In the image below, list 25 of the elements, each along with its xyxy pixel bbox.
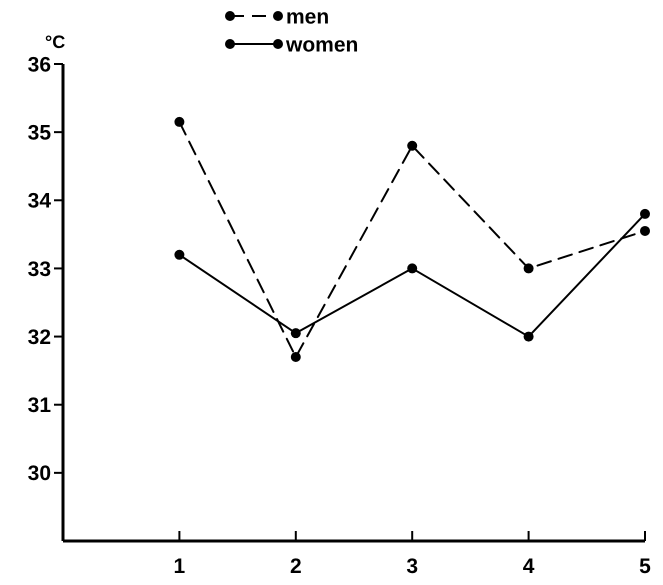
point [524,263,534,274]
point [290,328,301,338]
point [290,352,301,362]
point [174,116,184,127]
y-tick-label: 32 [28,326,51,349]
legend-label: men [286,5,330,28]
point [640,226,650,236]
y-tick-label: 35 [28,121,52,144]
y-axis-title: °C [45,32,66,52]
y-tick-label: 33 [28,258,51,281]
point [174,250,184,260]
x-tick-label: 4 [522,555,535,578]
point [524,332,534,342]
y-tick-label: 36 [28,53,51,76]
point [407,140,418,151]
x-tick-label: 5 [639,555,652,578]
legend-label: women [285,33,358,56]
point [640,208,650,219]
x-tick-label: 1 [174,555,186,578]
x-tick-label: 3 [406,555,418,578]
point [407,263,418,274]
y-tick-label: 31 [28,394,52,418]
y-tick-label: 30 [28,462,51,486]
x-tick-label: 2 [290,555,302,578]
y-tick-label: 34 [28,190,52,213]
